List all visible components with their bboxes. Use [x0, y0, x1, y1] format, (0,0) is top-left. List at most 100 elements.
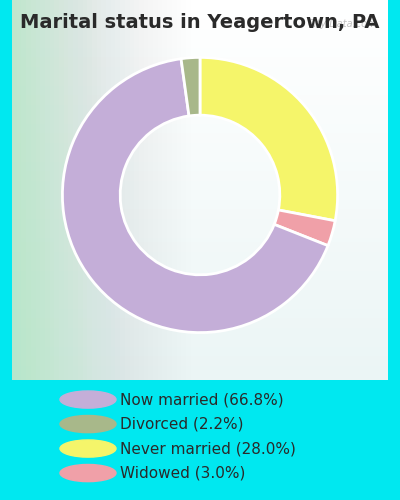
- Bar: [12, 200, 388, 204]
- Bar: [12, 209, 388, 214]
- Bar: [12, 76, 388, 80]
- Bar: [12, 223, 388, 228]
- Bar: [12, 366, 388, 370]
- Bar: [12, 0, 116, 380]
- Bar: [12, 328, 388, 332]
- Circle shape: [60, 391, 116, 408]
- Bar: [12, 190, 388, 194]
- Bar: [12, 0, 73, 380]
- Bar: [12, 0, 82, 380]
- Wedge shape: [200, 58, 338, 221]
- Bar: [12, 43, 388, 48]
- Bar: [12, 138, 388, 142]
- Bar: [12, 0, 64, 380]
- Bar: [12, 0, 36, 380]
- Bar: [12, 0, 186, 380]
- Bar: [12, 133, 388, 138]
- Bar: [12, 86, 388, 90]
- Bar: [12, 0, 92, 380]
- Bar: [12, 0, 120, 380]
- Bar: [12, 0, 54, 380]
- Bar: [12, 214, 388, 218]
- Bar: [12, 0, 97, 380]
- Bar: [12, 38, 388, 43]
- Bar: [12, 104, 388, 110]
- Bar: [12, 332, 388, 337]
- Bar: [12, 271, 388, 276]
- Bar: [12, 314, 388, 318]
- Bar: [12, 342, 388, 347]
- Bar: [12, 218, 388, 223]
- Circle shape: [60, 440, 116, 457]
- Bar: [12, 62, 388, 66]
- Circle shape: [60, 464, 116, 481]
- Text: City-Data.com: City-Data.com: [307, 19, 377, 29]
- Bar: [12, 308, 388, 314]
- Wedge shape: [181, 58, 200, 116]
- Bar: [12, 14, 388, 19]
- Bar: [12, 171, 388, 176]
- Bar: [12, 90, 388, 95]
- Bar: [12, 0, 45, 380]
- Bar: [12, 294, 388, 299]
- Bar: [12, 0, 139, 380]
- Bar: [12, 71, 388, 76]
- Bar: [12, 0, 148, 380]
- Bar: [12, 0, 158, 380]
- Bar: [12, 256, 388, 261]
- Bar: [12, 375, 388, 380]
- Bar: [12, 33, 388, 38]
- Bar: [12, 0, 388, 4]
- Bar: [12, 0, 125, 380]
- Bar: [12, 180, 388, 185]
- Bar: [12, 0, 153, 380]
- Bar: [12, 323, 388, 328]
- Bar: [12, 0, 130, 380]
- Bar: [12, 352, 388, 356]
- Bar: [12, 0, 31, 380]
- Bar: [12, 0, 195, 380]
- Bar: [12, 233, 388, 237]
- Bar: [12, 356, 388, 361]
- Bar: [12, 100, 388, 104]
- Bar: [12, 110, 388, 114]
- Bar: [12, 304, 388, 308]
- Bar: [12, 52, 388, 57]
- Bar: [12, 80, 388, 86]
- Bar: [12, 0, 134, 380]
- Text: Marital status in Yeagertown, PA: Marital status in Yeagertown, PA: [20, 12, 380, 32]
- Bar: [12, 124, 388, 128]
- Bar: [12, 0, 59, 380]
- Bar: [12, 0, 22, 380]
- Bar: [12, 0, 176, 380]
- Bar: [12, 0, 40, 380]
- Bar: [12, 370, 388, 375]
- Bar: [12, 176, 388, 180]
- Bar: [12, 242, 388, 247]
- Wedge shape: [62, 58, 328, 332]
- Bar: [12, 57, 388, 62]
- Bar: [12, 118, 388, 124]
- Bar: [12, 128, 388, 133]
- Bar: [12, 299, 388, 304]
- Bar: [12, 0, 167, 380]
- Bar: [12, 0, 106, 380]
- Bar: [12, 162, 388, 166]
- Bar: [12, 48, 388, 52]
- Bar: [12, 0, 144, 380]
- Wedge shape: [274, 210, 335, 246]
- Bar: [12, 261, 388, 266]
- Text: Never married (28.0%): Never married (28.0%): [120, 441, 296, 456]
- Bar: [12, 24, 388, 28]
- Bar: [12, 318, 388, 323]
- Bar: [12, 152, 388, 157]
- Bar: [12, 347, 388, 352]
- Bar: [12, 166, 388, 171]
- Bar: [12, 0, 111, 380]
- Bar: [12, 204, 388, 209]
- Bar: [12, 0, 68, 380]
- Bar: [12, 285, 388, 290]
- Text: Divorced (2.2%): Divorced (2.2%): [120, 416, 244, 432]
- Bar: [12, 10, 388, 14]
- Bar: [12, 28, 388, 33]
